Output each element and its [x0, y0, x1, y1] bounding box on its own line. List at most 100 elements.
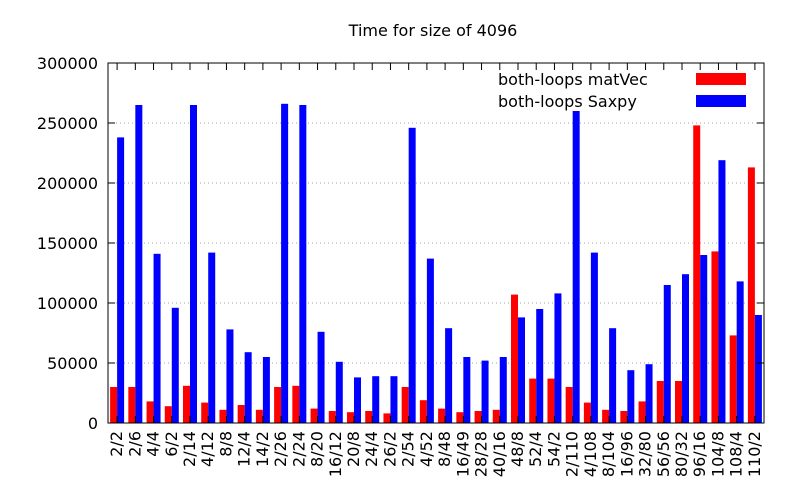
bar-saxpy [317, 331, 325, 423]
x-tick-label: 2/14 [180, 431, 199, 467]
legend-label: both-loops Saxpy [498, 92, 637, 111]
y-tick-label: 100000 [37, 294, 98, 313]
y-tick-labels: 0 50000 100000 150000 200000 250000 300000 [37, 54, 98, 433]
x-tick-label: 6/2 [162, 431, 181, 457]
y-tick-label: 0 [88, 414, 98, 433]
bar-matvec [583, 402, 591, 423]
grid-lines [108, 122, 764, 364]
bar-matvec [383, 413, 391, 423]
bar-matvec [347, 412, 354, 423]
bar-saxpy [408, 127, 416, 424]
bar-matvec [419, 400, 427, 423]
legend-swatch [696, 73, 746, 85]
x-tick-label: 108/4 [727, 431, 746, 477]
bar-saxpy [426, 258, 434, 423]
bar-matvec [656, 381, 664, 423]
bar-matvec [456, 412, 464, 423]
x-tick-label: 2/24 [289, 431, 308, 467]
bar-matvec [146, 401, 154, 423]
bar-matvec [602, 409, 610, 423]
bar-matvec [492, 409, 500, 423]
x-tick-label: 80/32 [672, 431, 691, 477]
bar-matvec [255, 409, 263, 423]
x-tick-label: 2/2 [107, 431, 126, 457]
bar-saxpy [754, 315, 762, 423]
x-tick-label: 24/4 [362, 431, 381, 467]
bar-saxpy [117, 137, 125, 423]
x-tick-label: 16/96 [617, 431, 636, 477]
bar-saxpy [627, 370, 635, 423]
bar-saxpy [481, 360, 489, 423]
bar-matvec [547, 378, 555, 423]
x-tick-label: 52/4 [526, 431, 545, 467]
x-tick-label: 8/104 [599, 431, 618, 477]
bar-saxpy [244, 352, 252, 423]
bar-saxpy [536, 309, 544, 423]
x-tick-label: 40/16 [490, 431, 509, 477]
bar-saxpy [645, 364, 653, 423]
x-tick-label: 4/12 [198, 431, 217, 467]
bar-saxpy [518, 317, 525, 423]
bar-saxpy [335, 361, 343, 423]
bar-matvec [292, 385, 300, 423]
bar-matvec [128, 387, 136, 423]
x-tick-label: 54/2 [544, 431, 563, 467]
x-tick-label: 14/2 [253, 431, 272, 467]
x-tick-label: 26/2 [380, 431, 399, 467]
x-tick-label: 4/108 [581, 431, 600, 477]
x-tick-label: 2/6 [125, 431, 144, 457]
bar-matvec [729, 335, 737, 423]
bar-matvec [747, 167, 755, 423]
x-tick-label: 28/28 [472, 431, 491, 477]
legend-swatch [696, 95, 746, 107]
bar-saxpy [554, 293, 562, 423]
y-tick-label: 200000 [37, 174, 98, 193]
bar-matvec [401, 387, 409, 423]
bar-saxpy [208, 252, 216, 423]
bar-matvec [110, 387, 118, 423]
bar-saxpy [682, 274, 689, 423]
y-tick-label: 300000 [37, 54, 98, 73]
y-tick-label: 50000 [47, 354, 98, 373]
bar-saxpy [281, 103, 289, 424]
x-tick-label: 20/8 [344, 431, 363, 467]
bar-matvec [201, 402, 209, 423]
bar-matvec [675, 381, 682, 423]
x-tick-label: 4/4 [144, 431, 163, 457]
x-tick-label: 8/20 [308, 431, 327, 467]
bar-saxpy [372, 376, 380, 423]
bar-saxpy [663, 285, 671, 423]
x-tick-label: 110/2 [745, 431, 764, 477]
axes [107, 62, 765, 424]
x-tick-label: 48/8 [508, 431, 527, 467]
bar-matvec [274, 387, 282, 423]
bar-saxpy [700, 255, 708, 423]
x-tick-label: 32/80 [636, 431, 655, 477]
x-tick-label: 2/26 [271, 431, 290, 467]
bar-saxpy [390, 376, 398, 423]
bar-matvec [529, 378, 537, 423]
bar-saxpy [190, 105, 197, 423]
bar-matvec [164, 406, 172, 423]
bar-matvec [365, 411, 373, 423]
bar-matvec [219, 409, 227, 423]
x-tick-label: 16/49 [453, 431, 472, 477]
x-tick-label: 12/4 [235, 431, 254, 467]
bar-saxpy [171, 307, 179, 423]
x-tick-label: 16/12 [326, 431, 345, 477]
bar-matvec [711, 251, 719, 423]
x-tick-label: 2/110 [563, 431, 582, 477]
bar-saxpy [354, 377, 361, 423]
x-tick-label: 2/54 [399, 431, 418, 467]
chart-title: Time for size of 4096 [348, 21, 518, 40]
bar-matvec [511, 294, 518, 423]
plot-border [107, 62, 765, 424]
bar-matvec [638, 401, 646, 423]
bar-saxpy [718, 160, 726, 423]
bar-saxpy [299, 105, 307, 423]
x-tick-label: 8/48 [435, 431, 454, 467]
x-tick-label: 56/56 [654, 431, 673, 477]
bar-matvec [474, 411, 482, 423]
bar-matvec [237, 405, 245, 423]
